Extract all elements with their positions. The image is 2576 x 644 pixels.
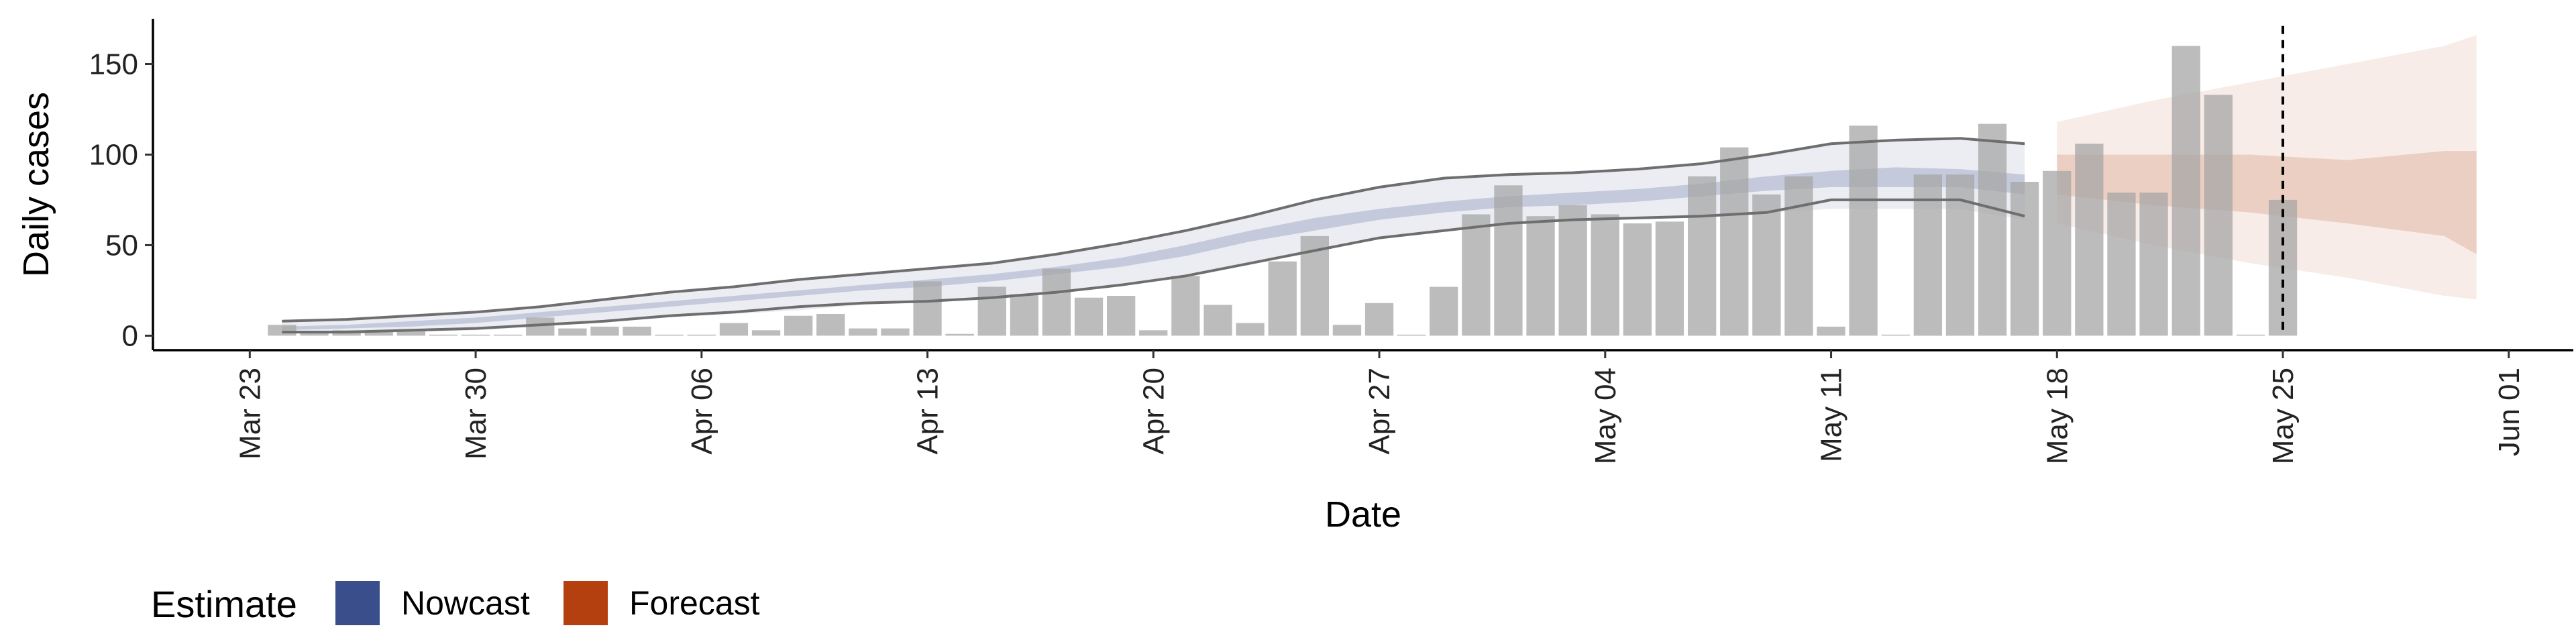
case-bar <box>2107 193 2136 336</box>
case-bar <box>429 334 458 336</box>
case-bar <box>268 325 297 336</box>
case-bar <box>1591 214 1619 336</box>
x-tick-label: Apr 20 <box>1137 368 1170 455</box>
x-tick-label: Apr 27 <box>1363 368 1396 455</box>
case-bar <box>816 314 845 336</box>
x-tick-label: May 25 <box>2267 368 2300 464</box>
x-tick-label: Mar 23 <box>233 368 266 460</box>
case-bar <box>396 330 425 336</box>
case-bar <box>1042 268 1071 336</box>
case-bar <box>1107 296 1136 336</box>
case-bar <box>1881 334 1910 336</box>
case-bar <box>687 334 716 336</box>
x-tick-label: Jun 01 <box>2493 368 2526 456</box>
x-tick-label: Mar 30 <box>460 368 492 460</box>
case-bar <box>1688 176 1717 336</box>
case-bar <box>1752 194 1781 336</box>
case-bar <box>1494 185 1523 336</box>
case-bar <box>1462 214 1491 336</box>
case-bar <box>300 332 329 336</box>
case-bar <box>977 286 1006 336</box>
case-bar <box>364 330 393 336</box>
case-bar <box>1397 334 1426 336</box>
legend-label-forecast: Forecast <box>629 584 760 622</box>
case-bar <box>1010 294 1038 336</box>
x-axis-title: Date <box>1325 494 1401 535</box>
legend-title: Estimate <box>151 583 297 625</box>
case-bar <box>2139 193 2168 336</box>
legend: Estimate Nowcast Forecast <box>151 581 760 625</box>
x-tick-label: May 18 <box>2041 368 2074 464</box>
y-tick-label: 100 <box>89 138 138 171</box>
case-bar <box>2075 144 2104 336</box>
x-tick-label: Apr 13 <box>912 368 945 455</box>
case-bar <box>494 334 523 336</box>
case-bar <box>849 328 877 336</box>
y-tick-label: 0 <box>122 319 138 352</box>
case-bar <box>1913 174 1942 336</box>
case-bar <box>1364 303 1394 336</box>
nowcast-lower-line <box>282 198 2025 333</box>
case-bar <box>913 281 942 336</box>
nowcast-upper-line <box>282 137 2025 323</box>
legend-swatch-forecast <box>564 581 608 625</box>
case-bar <box>461 334 490 336</box>
case-bar <box>1817 326 1845 336</box>
case-bar <box>1171 276 1200 336</box>
case-bar <box>784 315 813 336</box>
x-tick-label: May 11 <box>1815 368 1848 462</box>
axes: 0 50 100 150 Mar 23 Mar 30 Apr 06 Apr 13 Apr 20 A… <box>16 19 2573 535</box>
plot-area <box>268 25 2477 336</box>
forecast-band-50 <box>2057 151 2477 254</box>
x-tick-label: Apr 06 <box>686 368 718 455</box>
case-bar <box>1720 147 1749 336</box>
x-tick-label: May 04 <box>1589 368 1622 464</box>
case-bar <box>2043 170 2072 336</box>
y-axis-title: Daily cases <box>16 92 56 277</box>
y-tick-label: 150 <box>89 48 138 80</box>
case-bar <box>1332 325 1362 336</box>
case-bar <box>1430 286 1458 336</box>
case-bar <box>2010 182 2039 336</box>
case-bar <box>1236 323 1265 336</box>
case-bar <box>590 326 619 336</box>
case-bar <box>1074 297 1104 336</box>
y-tick-label: 50 <box>105 229 138 262</box>
case-bar <box>655 334 684 336</box>
case-bar <box>2204 95 2233 336</box>
legend-label-nowcast: Nowcast <box>401 584 530 622</box>
case-bar <box>2236 334 2265 336</box>
case-bar <box>2171 46 2200 336</box>
case-bar <box>1978 123 2007 336</box>
case-bar <box>558 328 587 336</box>
case-bar <box>1623 223 1652 336</box>
case-bar <box>1203 305 1232 336</box>
case-bar <box>1849 125 1878 336</box>
case-bar <box>719 323 749 336</box>
case-bar <box>623 326 651 336</box>
nowcast-band-90 <box>282 138 2025 334</box>
case-bar <box>1139 330 1168 336</box>
case-bar <box>1526 216 1555 336</box>
case-bar <box>1268 261 1297 336</box>
legend-swatch-nowcast <box>335 581 380 625</box>
case-bar <box>1655 221 1684 336</box>
case-bar <box>945 333 974 336</box>
case-bar <box>1784 176 1813 336</box>
case-bar <box>751 330 781 336</box>
case-bar <box>881 328 910 336</box>
case-bar <box>1558 205 1587 336</box>
